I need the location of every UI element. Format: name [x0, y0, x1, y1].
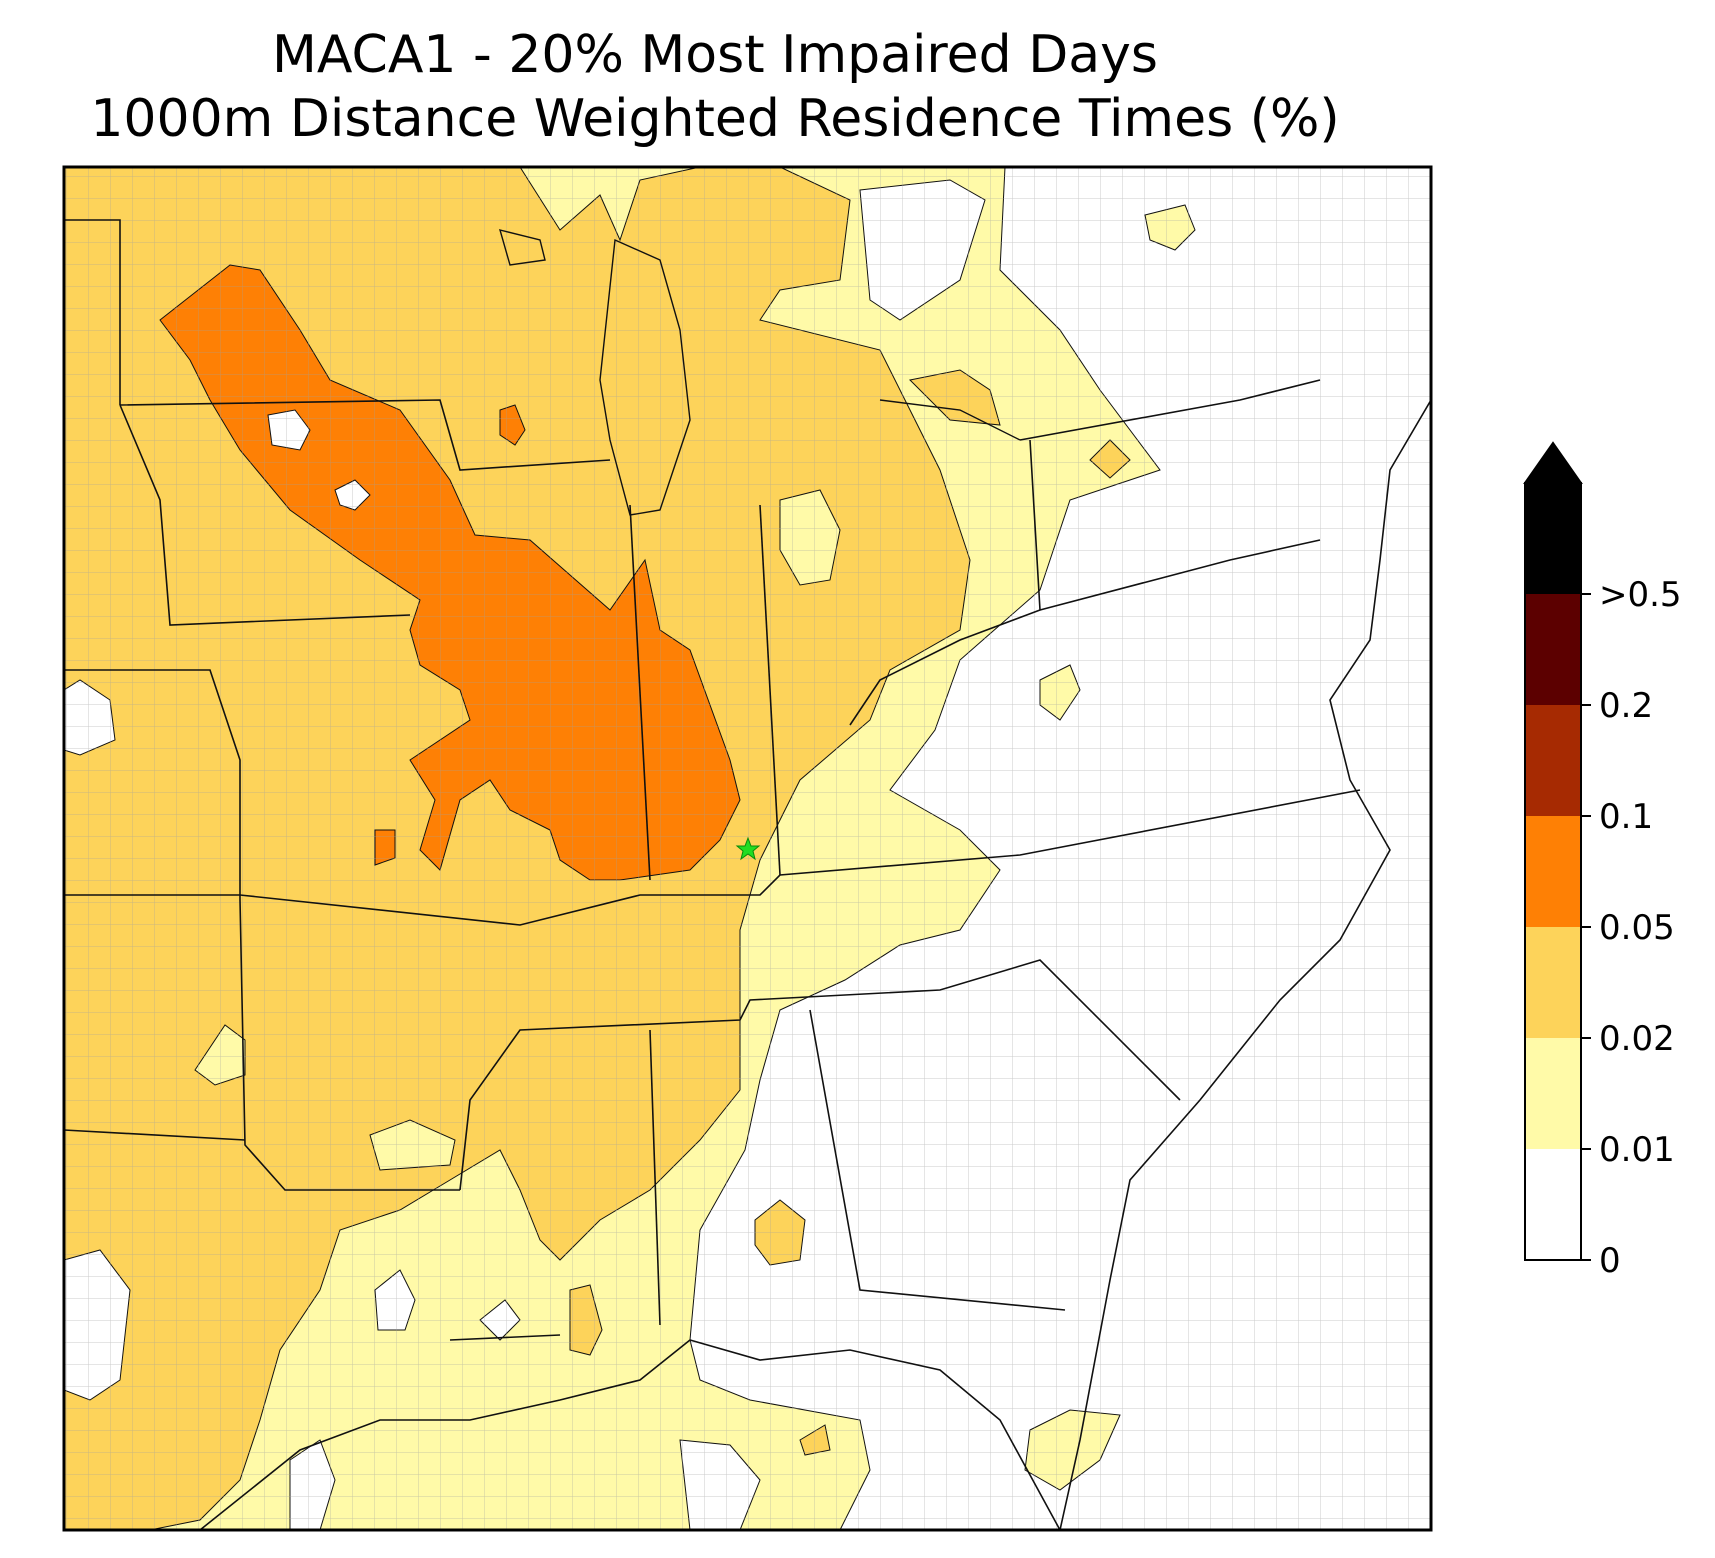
map-frame	[62, 165, 1433, 1532]
site-marker-star	[735, 836, 761, 861]
colorbar-bin-1	[1525, 1038, 1581, 1149]
coastline	[199, 1339, 1061, 1530]
map-area	[64, 167, 1431, 1530]
state-boundaries	[64, 219, 1361, 1341]
colorbar-bin-5	[1525, 594, 1581, 705]
colorbar-tick-label: 0.05	[1599, 908, 1675, 948]
colorbar-tick-label: 0.2	[1599, 686, 1653, 726]
colorbar-tick-label: 0.02	[1599, 1019, 1675, 1059]
colorbar-extend-arrow	[1523, 441, 1583, 484]
colorbar-bin-4	[1525, 705, 1581, 816]
atlantic-coastline	[1059, 399, 1431, 1530]
colorbar-bin-3	[1525, 816, 1581, 927]
colorbar-outline	[1524, 482, 1582, 1261]
colorbar-tick-label: >0.5	[1599, 575, 1682, 615]
chart-title-line-1: MACA1 - 20% Most Impaired Days	[272, 25, 1158, 85]
chart-title-line-2: 1000m Distance Weighted Residence Times …	[90, 89, 1340, 149]
colorbar: 0 0.01 0.02 0.05 0.1 0.2 >0.5	[1523, 441, 1682, 1281]
lake-outlines	[498, 229, 1021, 516]
colorbar-bin-6	[1525, 483, 1581, 594]
colorbar-tick-label: 0.1	[1599, 797, 1653, 837]
colorbar-tick-label: 0	[1599, 1241, 1621, 1281]
colorbar-bin-2	[1525, 927, 1581, 1038]
colorbar-tick-label: 0.01	[1599, 1130, 1675, 1170]
colorbar-bin-0	[1525, 1149, 1581, 1260]
